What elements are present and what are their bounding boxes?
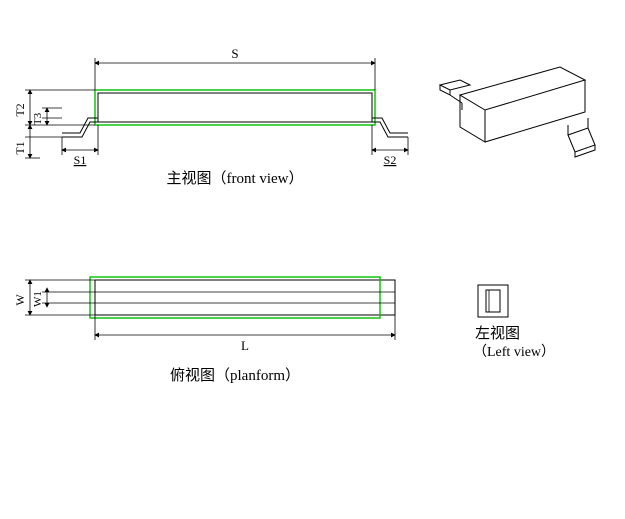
isometric-view [440, 67, 595, 157]
planform-view: L W W1 俯视图（planform） [13, 277, 395, 384]
dim-l: L [241, 338, 249, 353]
left-view-label-zh: 左视图 [475, 325, 520, 342]
left-view: 左视图 （Left view） [473, 285, 555, 360]
dim-t2: T2 [13, 103, 27, 116]
dim-t1: T1 [13, 141, 27, 154]
left-view-label-en: （Left view） [473, 344, 555, 360]
front-view: S S1 S2 T2 T3 T1 主视图（front view） [13, 46, 408, 187]
dim-t3: T3 [32, 112, 44, 125]
dim-s: S [231, 46, 238, 61]
plan-highlight [90, 277, 380, 318]
dim-s2: S2 [384, 153, 397, 167]
dim-w: W [13, 294, 27, 306]
planform-label: 俯视图（planform） [170, 367, 300, 384]
dim-s1: S1 [74, 153, 87, 167]
front-view-label: 主视图（front view） [166, 170, 303, 187]
dim-w1: W1 [32, 291, 44, 307]
drawing-canvas: S S1 S2 T2 T3 T1 主视图（front view） [0, 0, 625, 519]
front-highlight [95, 90, 375, 125]
